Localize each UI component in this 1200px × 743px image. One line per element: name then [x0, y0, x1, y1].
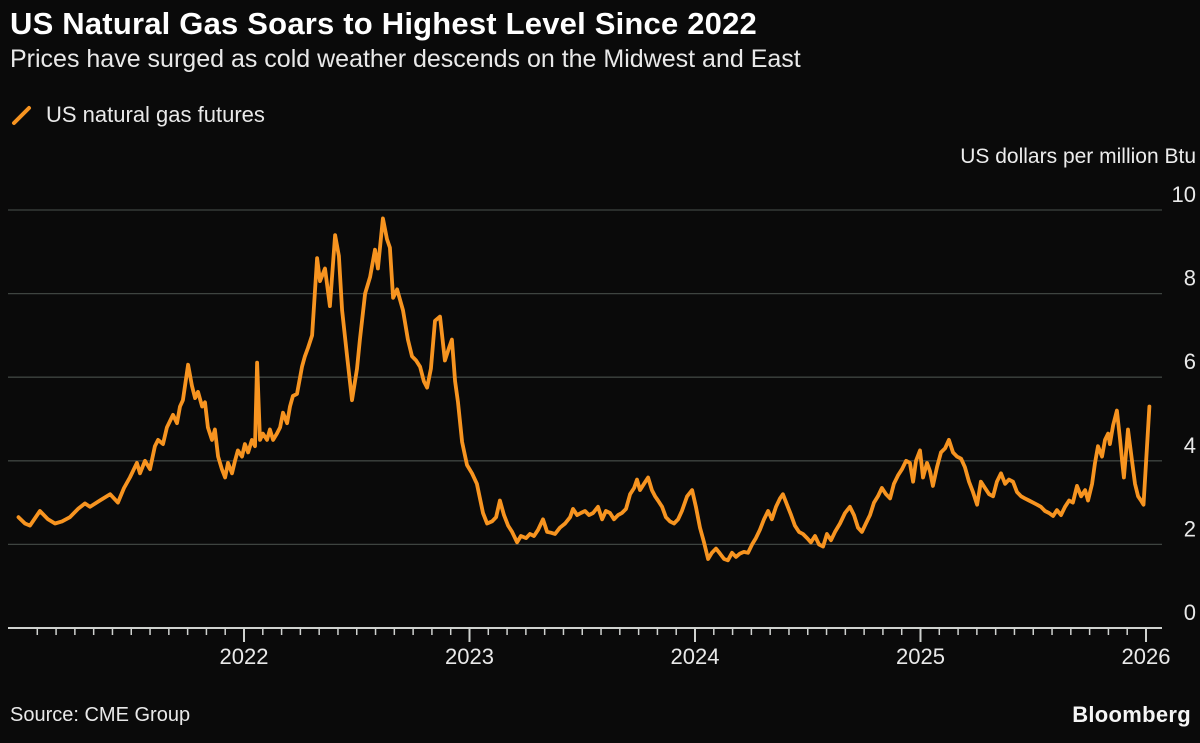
svg-text:6: 6 — [1184, 349, 1196, 374]
y-axis-labels: 0 2 4 6 8 10 — [1172, 182, 1196, 625]
gridlines — [8, 209, 1162, 546]
svg-text:2026: 2026 — [1122, 644, 1171, 669]
svg-text:2: 2 — [1184, 516, 1196, 541]
x-axis-ticks — [36, 628, 1147, 642]
legend: US natural gas futures — [10, 102, 265, 128]
y-axis-unit-label: US dollars per million Btu — [960, 145, 1196, 168]
chart-title: US Natural Gas Soars to Highest Level Si… — [10, 6, 758, 41]
chart-subtitle: Prices have surged as cold weather desce… — [10, 45, 801, 73]
svg-text:8: 8 — [1184, 266, 1196, 291]
bloomberg-logo: Bloomberg — [1072, 702, 1191, 727]
svg-text:2024: 2024 — [671, 644, 720, 669]
legend-slash-icon — [12, 106, 31, 125]
price-line — [16, 216, 1152, 563]
svg-text:4: 4 — [1184, 433, 1196, 458]
x-axis-year-labels: 2022 2023 2024 2025 2026 — [220, 644, 1171, 669]
svg-text:10: 10 — [1172, 182, 1196, 207]
source-credit: Source: CME Group — [10, 704, 191, 726]
svg-text:2022: 2022 — [220, 644, 269, 669]
legend-series-label: US natural gas futures — [46, 102, 265, 127]
svg-text:0: 0 — [1184, 600, 1196, 625]
svg-text:2023: 2023 — [445, 644, 494, 669]
svg-text:2025: 2025 — [896, 644, 945, 669]
